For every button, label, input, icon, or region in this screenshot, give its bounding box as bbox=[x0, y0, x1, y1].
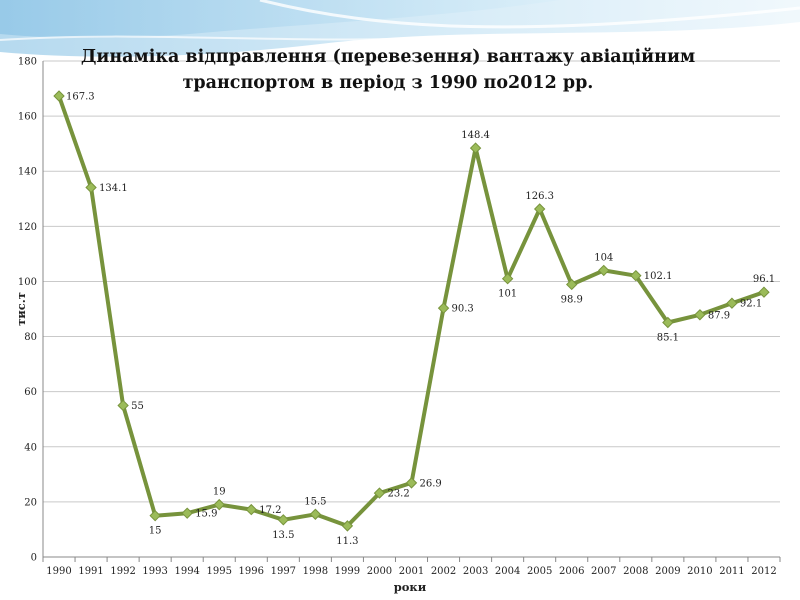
data-label: 101 bbox=[498, 289, 517, 300]
data-label: 15.9 bbox=[195, 509, 217, 520]
data-point bbox=[117, 399, 129, 412]
data-label: 96.1 bbox=[753, 274, 775, 285]
x-tick-label: 2002 bbox=[431, 566, 456, 577]
data-label: 15 bbox=[149, 526, 162, 537]
y-tick-label: 40 bbox=[24, 442, 37, 453]
y-tick-label: 80 bbox=[24, 332, 37, 343]
x-tick-label: 2004 bbox=[495, 566, 520, 577]
x-tick-label: 2010 bbox=[687, 566, 712, 577]
x-tick-label: 2011 bbox=[719, 566, 744, 577]
x-tick-label: 2005 bbox=[527, 566, 552, 577]
x-tick-label: 2000 bbox=[367, 566, 392, 577]
y-axis-ticks: 0 20 40 60 80 100 120 140 160 180 bbox=[18, 57, 37, 564]
data-point bbox=[501, 272, 514, 285]
chart-title-line-1: Динаміка відправлення (перевезення) вант… bbox=[81, 47, 695, 67]
y-tick-label: 140 bbox=[18, 167, 37, 178]
x-tick-label: 2012 bbox=[751, 566, 776, 577]
x-tick-label: 1997 bbox=[271, 566, 296, 577]
data-label: 90.3 bbox=[452, 304, 474, 315]
data-label: 23.2 bbox=[387, 489, 409, 500]
x-tick-label: 1991 bbox=[78, 566, 103, 577]
data-point bbox=[630, 269, 642, 282]
y-axis-title: тис.т bbox=[14, 292, 28, 326]
data-point bbox=[277, 514, 290, 526]
data-point bbox=[181, 507, 193, 519]
data-label: 87.9 bbox=[708, 310, 730, 321]
data-label: 17.2 bbox=[259, 505, 281, 516]
data-point bbox=[53, 90, 65, 102]
data-point bbox=[758, 286, 770, 298]
data-point bbox=[566, 278, 578, 291]
data-point bbox=[405, 477, 418, 489]
data-label: 13.5 bbox=[272, 530, 294, 541]
data-labels: 167.3 134.1 55 15 15.9 19 17.2 13.5 15.5 11.3 23.2… bbox=[66, 91, 775, 546]
x-axis-title: роки bbox=[394, 580, 427, 594]
data-label: 19 bbox=[213, 487, 226, 498]
data-point bbox=[437, 302, 450, 314]
data-point bbox=[149, 509, 161, 522]
y-tick-label: 100 bbox=[18, 277, 37, 288]
x-tick-label: 2001 bbox=[399, 566, 424, 577]
data-label: 104 bbox=[594, 252, 613, 263]
x-tick-label: 2006 bbox=[559, 566, 584, 577]
x-tick-label: 1999 bbox=[335, 566, 360, 577]
data-label: 11.3 bbox=[336, 536, 358, 547]
data-point bbox=[533, 203, 546, 215]
x-tick-label: 1998 bbox=[303, 566, 328, 577]
data-label: 26.9 bbox=[420, 478, 442, 489]
data-point bbox=[694, 309, 706, 321]
data-label: 126.3 bbox=[525, 191, 554, 202]
x-tick-label: 1996 bbox=[239, 566, 264, 577]
data-point bbox=[726, 297, 738, 309]
y-tick-label: 120 bbox=[18, 222, 37, 233]
data-point bbox=[245, 503, 257, 516]
data-point bbox=[213, 498, 225, 511]
data-point bbox=[341, 520, 354, 532]
data-label: 102.1 bbox=[644, 271, 673, 282]
y-tick-label: 20 bbox=[24, 497, 37, 508]
y-tick-label: 60 bbox=[24, 387, 37, 398]
y-tick-label: 180 bbox=[18, 57, 37, 68]
x-tick-label: 2008 bbox=[623, 566, 648, 577]
data-label: 98.9 bbox=[561, 294, 583, 305]
x-tick-label: 2003 bbox=[463, 566, 488, 577]
x-tick-label: 2007 bbox=[591, 566, 616, 577]
x-axis-ticks: 1990 1991 1992 1993 1994 1995 1996 1997 1998 1999… bbox=[42, 557, 781, 577]
series-line bbox=[57, 94, 766, 528]
x-tick-label: 1990 bbox=[46, 566, 71, 577]
data-label: 134.1 bbox=[99, 183, 128, 194]
data-point bbox=[85, 181, 97, 194]
data-label: 92.1 bbox=[740, 299, 762, 310]
data-label: 148.4 bbox=[461, 130, 490, 141]
data-label: 85.1 bbox=[657, 333, 679, 344]
data-point bbox=[662, 316, 674, 329]
x-tick-label: 1993 bbox=[142, 566, 167, 577]
x-tick-label: 1995 bbox=[207, 566, 232, 577]
data-point bbox=[598, 264, 610, 277]
y-tick-label: 0 bbox=[31, 553, 37, 564]
x-tick-label: 2009 bbox=[655, 566, 680, 577]
data-point bbox=[373, 487, 386, 499]
data-label: 15.5 bbox=[304, 496, 326, 507]
gridlines bbox=[43, 60, 780, 503]
y-tick-label: 160 bbox=[18, 112, 37, 123]
chart-title-line-2: транспортом в період з 1990 по2012 рр. bbox=[183, 73, 594, 93]
data-label: 167.3 bbox=[66, 91, 95, 102]
x-tick-label: 1992 bbox=[110, 566, 135, 577]
data-point bbox=[469, 142, 482, 154]
x-tick-label: 1994 bbox=[174, 566, 199, 577]
data-label: 55 bbox=[131, 401, 144, 412]
data-points bbox=[53, 90, 770, 532]
data-point bbox=[309, 508, 322, 520]
